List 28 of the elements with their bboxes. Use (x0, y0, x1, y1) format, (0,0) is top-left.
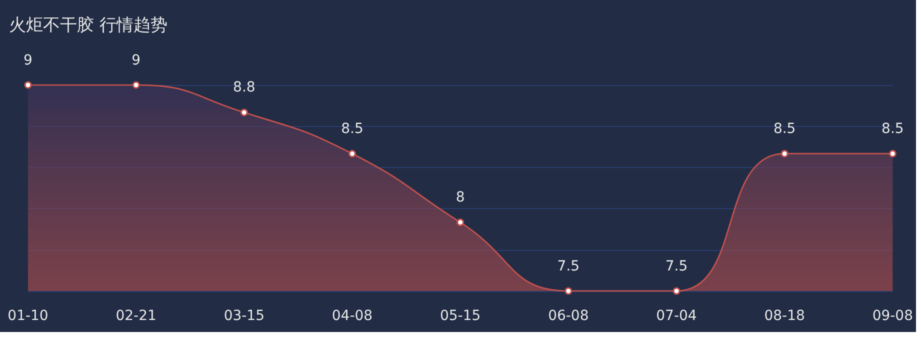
x-tick-label: 05-15 (440, 308, 481, 324)
point (24, 81, 32, 89)
x-tick-label: 09-08 (872, 308, 914, 324)
x-tick-label: 06-08 (548, 308, 589, 324)
data-label: 8.8 (233, 80, 256, 96)
x-tick-label: 03-15 (224, 308, 265, 324)
point (888, 150, 896, 158)
data-label: 9 (24, 52, 32, 68)
x-tick-label: 01-10 (8, 308, 48, 324)
data-label: 7.5 (557, 258, 580, 274)
point (564, 287, 572, 295)
point (132, 81, 140, 89)
point (348, 150, 356, 158)
data-label: 8.5 (773, 120, 796, 137)
point (456, 218, 464, 226)
chart-title: 火炬不干胶 行情趋势 (9, 16, 168, 36)
data-label: 8.5 (341, 120, 364, 137)
data-label: 7.5 (665, 258, 688, 274)
data-label: 8 (456, 190, 465, 206)
x-tick-label: 08-18 (764, 308, 805, 324)
x-tick-label: 07-04 (656, 308, 697, 324)
data-label: 8.5 (882, 120, 904, 137)
point (780, 150, 788, 158)
data-label: 9 (132, 52, 141, 68)
point (672, 287, 680, 295)
x-tick-label: 04-08 (332, 308, 373, 324)
x-tick-label: 02-21 (116, 308, 156, 324)
point (240, 108, 248, 116)
